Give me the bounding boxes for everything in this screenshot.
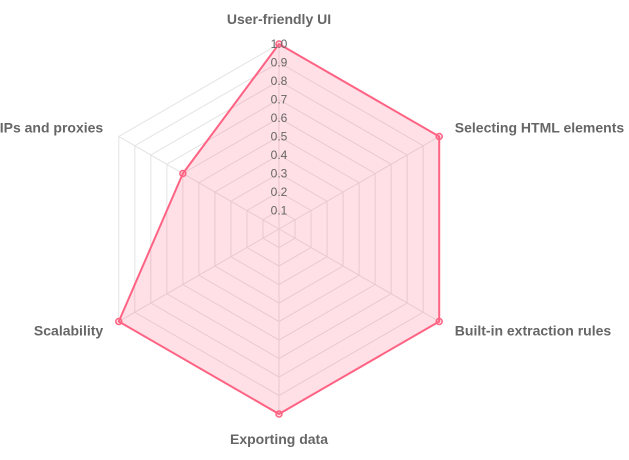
axis-label: Scalability (34, 323, 103, 339)
radar-axis-labels: User-friendly UI Selecting HTML elements B… (0, 11, 624, 447)
radar-series (115, 40, 443, 418)
tick-label: 0.6 (271, 111, 288, 125)
data-point[interactable] (275, 40, 283, 48)
tick-label: 0.4 (271, 148, 288, 162)
data-point[interactable] (435, 317, 443, 326)
tick-label: 0.9 (271, 56, 288, 70)
axis-label: IPs and proxies (0, 120, 103, 136)
axis-label: User-friendly UI (227, 11, 331, 27)
tick-label: 0.1 (271, 204, 288, 218)
grid-spoke (278, 136, 440, 230)
radar-grid (118, 43, 440, 415)
tick-label: 0.7 (271, 93, 288, 107)
axis-label: Selecting HTML elements (455, 120, 625, 136)
tick-label: 0.5 (271, 130, 288, 144)
data-point[interactable] (115, 317, 123, 326)
grid-spoke (278, 228, 440, 322)
axis-label: Exporting data (230, 431, 328, 447)
radar-tick-labels: 0.1 0.2 0.3 0.4 0.5 0.6 0.7 0.8 0.9 1.0 (271, 37, 288, 218)
data-point[interactable] (435, 132, 443, 141)
tick-label: 1.0 (271, 37, 288, 51)
grid-spoke (118, 136, 280, 230)
tick-label: 0.3 (271, 167, 288, 181)
data-point[interactable] (275, 410, 283, 418)
tick-label: 0.2 (271, 185, 288, 199)
data-point[interactable] (179, 169, 187, 178)
axis-label: Built-in extraction rules (455, 323, 612, 339)
series-area (117, 43, 441, 415)
tick-label: 0.8 (271, 74, 288, 88)
grid-spoke (118, 228, 280, 322)
